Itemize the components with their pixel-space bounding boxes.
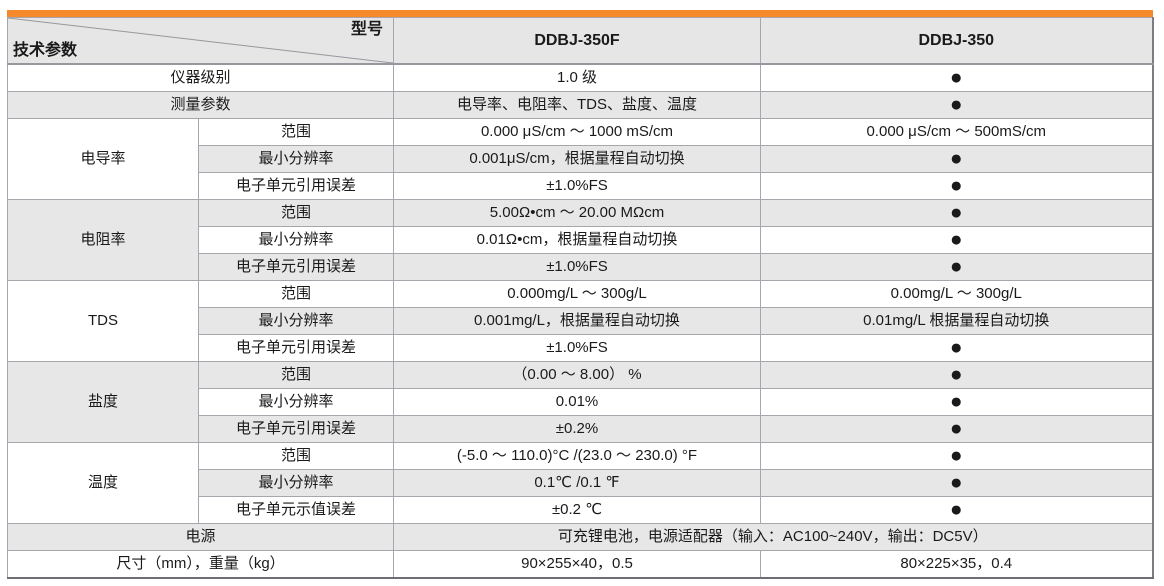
group-label-cell: 电导率 <box>7 118 199 200</box>
group-label-cell: 盐度 <box>7 361 199 443</box>
value-cell-350f: 0.001μS/cm，根据量程自动切换 <box>393 145 761 173</box>
value-cell-350: 0.01mg/L 根据量程自动切换 <box>760 307 1153 335</box>
table-row: 尺寸（mm），重量（kg） 90×255×40，0.5 80×225×35，0.… <box>7 550 1153 579</box>
value-cell-350: 0.000 μS/cm ～ 500mS/cm <box>760 118 1153 146</box>
sub-label-cell: 最小分辨率 <box>198 307 394 335</box>
value-cell-350: ● <box>760 226 1153 254</box>
table-row: 最小分辨率 0.01% ● <box>8 388 1153 416</box>
table-row: 盐度 范围 （0.00 ～ 8.00） % ● <box>7 361 1153 443</box>
group-label-cell: 电阻率 <box>7 199 199 281</box>
sub-label-cell: 电子单元引用误差 <box>198 253 394 281</box>
table-row: 仪器级别 1.0 级 ● <box>7 63 1153 92</box>
model-header-label: 型号 <box>350 21 383 38</box>
value-cell-350: ● <box>760 334 1153 362</box>
sub-label-cell: 范围 <box>198 442 394 470</box>
table-row: 测量参数 电导率、电阻率、TDS、盐度、温度 ● <box>7 91 1153 119</box>
value-cell-350: ● <box>760 388 1153 416</box>
value-cell-350: ● <box>760 361 1153 389</box>
value-cell-350: 80×225×35，0.4 <box>760 550 1153 579</box>
value-cell-350: ● <box>760 63 1153 92</box>
value-cell-350: ● <box>760 469 1153 497</box>
sub-label-cell: 范围 <box>198 118 394 146</box>
sub-label-cell: 最小分辨率 <box>198 226 394 254</box>
table-row: 电子单元引用误差 ±1.0%FS ● <box>8 253 1153 281</box>
value-cell-350f: ±0.2% <box>393 415 761 443</box>
sub-label-cell: 电子单元引用误差 <box>198 415 394 443</box>
diagonal-header-cell: 型号 技术参数 <box>7 17 394 65</box>
value-cell-350f: 0.1℃ /0.1 ℉ <box>393 469 761 497</box>
sub-label-cell: 电子单元示值误差 <box>198 496 394 524</box>
row-label-cell: 测量参数 <box>7 91 394 119</box>
value-cell-350f: ±1.0%FS <box>393 172 761 200</box>
value-cell-350: ● <box>760 253 1153 281</box>
sub-label-cell: 最小分辨率 <box>198 145 394 173</box>
value-cell-350: ● <box>760 415 1153 443</box>
spec-table: 型号 技术参数 DDBJ-350F DDBJ-350 仪器级别 1.0 级 ● … <box>7 17 1154 579</box>
value-cell-350: ● <box>760 199 1153 227</box>
table-row: 温度 范围 (-5.0 ～ 110.0)°C /(23.0 ～ 230.0) °… <box>7 442 1153 524</box>
value-cell-350f: 0.01Ω•cm，根据量程自动切换 <box>393 226 761 254</box>
value-cell-350f: ±0.2 ℃ <box>393 496 761 524</box>
value-cell-350f: 0.000 μS/cm ～ 1000 mS/cm <box>393 118 761 146</box>
table-row: 电导率 范围 0.000 μS/cm ～ 1000 mS/cm 0.000 μS… <box>7 118 1153 200</box>
sub-label-cell: 电子单元引用误差 <box>198 334 394 362</box>
value-cell-350: ● <box>760 496 1153 524</box>
column-header-ddbj-350: DDBJ-350 <box>760 17 1153 65</box>
value-cell-350f: 5.00Ω•cm ～ 20.00 MΩcm <box>393 199 761 227</box>
value-cell-merged: 可充锂电池，电源适配器（输入：AC100~240V，输出：DC5V） <box>393 523 1153 551</box>
group-label-cell: TDS <box>7 280 199 362</box>
value-cell-350: ● <box>760 91 1153 119</box>
table-row: 电阻率 范围 5.00Ω•cm ～ 20.00 MΩcm ● <box>7 199 1153 281</box>
value-cell-350f: 90×255×40，0.5 <box>393 550 761 579</box>
row-label-cell: 电源 <box>7 523 394 551</box>
value-cell-350f: 0.000mg/L ～ 300g/L <box>393 280 761 308</box>
value-cell-350f: 0.001mg/L，根据量程自动切换 <box>393 307 761 335</box>
sub-label-cell: 最小分辨率 <box>198 388 394 416</box>
table-row: 电子单元引用误差 ±1.0%FS ● <box>8 334 1153 362</box>
sub-label-cell: 最小分辨率 <box>198 469 394 497</box>
value-cell-350: 0.00mg/L ～ 300g/L <box>760 280 1153 308</box>
value-cell-350f: ±1.0%FS <box>393 253 761 281</box>
value-cell-350f: ±1.0%FS <box>393 334 761 362</box>
value-cell-350: ● <box>760 442 1153 470</box>
sub-label-cell: 范围 <box>198 199 394 227</box>
table-row: 电源 可充锂电池，电源适配器（输入：AC100~240V，输出：DC5V） <box>7 523 1153 551</box>
accent-bar <box>7 10 1153 17</box>
spec-sheet: 型号 技术参数 DDBJ-350F DDBJ-350 仪器级别 1.0 级 ● … <box>7 10 1154 579</box>
table-row: TDS 范围 0.000mg/L ～ 300g/L 0.00mg/L ～ 300… <box>7 280 1153 362</box>
value-cell-350f: 0.01% <box>393 388 761 416</box>
column-header-ddbj-350f: DDBJ-350F <box>393 17 761 65</box>
value-cell-350: ● <box>760 145 1153 173</box>
sub-label-cell: 范围 <box>198 280 394 308</box>
table-row: 最小分辨率 0.1℃ /0.1 ℉ ● <box>8 469 1153 497</box>
value-cell-350f: (-5.0 ～ 110.0)°C /(23.0 ～ 230.0) °F <box>393 442 761 470</box>
diagonal-divider-line <box>8 18 393 63</box>
row-label-cell: 尺寸（mm），重量（kg） <box>7 550 394 579</box>
value-cell-350: ● <box>760 172 1153 200</box>
group-label-cell: 温度 <box>7 442 199 524</box>
sub-label-cell: 电子单元引用误差 <box>198 172 394 200</box>
header-row: 型号 技术参数 DDBJ-350F DDBJ-350 <box>7 17 1153 65</box>
value-cell-350f: （0.00 ～ 8.00） % <box>393 361 761 389</box>
value-cell-350f: 电导率、电阻率、TDS、盐度、温度 <box>393 91 761 119</box>
table-row: 电子单元引用误差 ±0.2% ● <box>8 415 1153 443</box>
row-label-cell: 仪器级别 <box>7 63 394 92</box>
value-cell-350f: 1.0 级 <box>393 63 761 92</box>
sub-label-cell: 范围 <box>198 361 394 389</box>
param-header-label: 技术参数 <box>13 42 78 59</box>
